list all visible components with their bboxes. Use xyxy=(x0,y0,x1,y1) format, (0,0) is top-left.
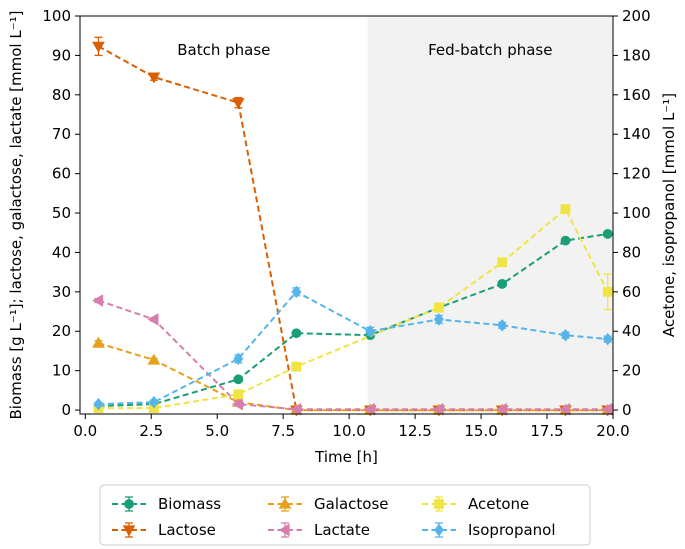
legend-item-biomass: Biomass xyxy=(112,495,221,513)
legend-label-biomass: Biomass xyxy=(158,495,221,513)
legend-marker-isopropanol xyxy=(433,523,445,537)
y-tick-label-right: 140 xyxy=(622,125,651,143)
data-point-lactate xyxy=(601,402,613,416)
series-line-lactate xyxy=(98,299,608,411)
series-line-isopropanol xyxy=(98,290,608,406)
y-axis-label-right: Acetone, isopropanol [mmol L⁻¹] xyxy=(660,93,678,337)
series-line-acetone xyxy=(98,207,609,410)
data-point-acetone xyxy=(560,204,571,214)
data-point-isopropanol xyxy=(602,332,613,346)
x-tick-label: 10.0 xyxy=(332,422,365,440)
y-tick-label-left: 80 xyxy=(52,86,71,104)
x-tick-label: 0.0 xyxy=(73,422,97,440)
y-axis-label-left: Biomass [g L⁻¹]; lactose, galactose, lac… xyxy=(7,10,25,419)
legend-item-lactose: Lactose xyxy=(112,521,216,539)
legend-marker-acetone xyxy=(434,499,444,509)
data-point-biomass xyxy=(233,374,244,385)
data-point-acetone xyxy=(497,257,508,268)
data-point-lactose xyxy=(232,98,245,110)
x-axis-label: Time [h] xyxy=(314,448,378,466)
data-point-biomass xyxy=(291,328,302,339)
x-tick-label: 5.0 xyxy=(205,422,229,440)
legend-item-acetone: Acetone xyxy=(422,495,529,513)
plot-frame xyxy=(79,15,614,415)
y-tick-label-right: 0 xyxy=(622,401,632,419)
series-lactate xyxy=(92,294,613,416)
y-tick-label-left: 30 xyxy=(52,283,71,301)
y-tick-label-right: 160 xyxy=(622,86,651,104)
data-point-lactose xyxy=(92,41,105,53)
data-point-galactose xyxy=(92,336,105,348)
legend-label-lactate: Lactate xyxy=(314,521,370,539)
data-point-lactate xyxy=(363,402,375,416)
y-tick-label-right: 20 xyxy=(622,362,641,380)
phase-label-fed-batch: Fed-batch phase xyxy=(428,41,552,59)
data-point-biomass xyxy=(560,235,571,246)
y-tick-label-left: 100 xyxy=(42,7,71,25)
data-point-lactate xyxy=(559,402,571,416)
legend-marker-lactate xyxy=(278,523,290,537)
legend-item-lactate: Lactate xyxy=(268,521,370,539)
data-point-lactose xyxy=(147,72,161,84)
y-tick-label-left: 90 xyxy=(52,46,71,64)
phase-label-batch: Batch phase xyxy=(177,41,270,59)
data-point-acetone xyxy=(233,389,244,400)
legend xyxy=(99,484,591,546)
y-tick-label-left: 50 xyxy=(52,204,71,222)
data-point-isopropanol xyxy=(365,324,376,338)
data-point-lactate xyxy=(147,313,159,326)
y-tick-label-left: 60 xyxy=(52,165,71,183)
series-isopropanol xyxy=(93,285,613,411)
legend-label-isopropanol: Isopropanol xyxy=(468,521,556,539)
series-acetone xyxy=(93,204,613,413)
y-tick-label-left: 70 xyxy=(52,125,71,143)
legend-marker-biomass xyxy=(124,499,134,509)
legend-item-isopropanol: Isopropanol xyxy=(422,521,556,539)
y-tick-label-right: 180 xyxy=(622,46,651,64)
data-point-lactate xyxy=(231,397,243,411)
x-tick-label: 12.5 xyxy=(398,422,431,440)
data-point-isopropanol xyxy=(497,319,508,332)
data-point-isopropanol xyxy=(560,328,571,342)
data-point-isopropanol xyxy=(148,395,159,409)
legend-marker-lactose xyxy=(122,525,136,537)
data-point-isopropanol xyxy=(291,285,302,299)
data-point-isopropanol xyxy=(93,397,104,411)
data-point-acetone xyxy=(433,302,444,313)
legend-item-galactose: Galactose xyxy=(268,495,389,513)
y-tick-label-left: 20 xyxy=(52,322,71,340)
data-point-isopropanol xyxy=(433,313,444,326)
data-point-acetone xyxy=(602,286,613,297)
series-line-galactose xyxy=(98,342,608,412)
y-tick-label-left: 40 xyxy=(52,243,71,261)
data-point-lactate xyxy=(92,294,104,307)
legend-label-lactose: Lactose xyxy=(158,521,216,539)
y-tick-label-right: 100 xyxy=(622,204,651,222)
data-point-biomass xyxy=(602,229,613,239)
y-tick-label-left: 10 xyxy=(52,362,71,380)
y-tick-label-left: 0 xyxy=(61,401,71,419)
y-tick-label-right: 120 xyxy=(622,165,651,183)
legend-label-acetone: Acetone xyxy=(468,495,529,513)
x-tick-label: 15.0 xyxy=(464,422,497,440)
data-point-acetone xyxy=(291,361,302,372)
x-tick-label: 7.5 xyxy=(271,422,295,440)
y-tick-label-right: 200 xyxy=(622,7,651,25)
data-point-galactose xyxy=(147,353,161,365)
x-tick-label: 20.0 xyxy=(596,422,629,440)
legend-marker-galactose xyxy=(278,497,292,509)
x-tick-label: 17.5 xyxy=(530,422,563,440)
data-point-isopropanol xyxy=(233,352,244,366)
y-tick-label-right: 40 xyxy=(622,322,641,340)
phase-shade-fed-batch xyxy=(367,16,613,414)
legend-label-galactose: Galactose xyxy=(314,495,389,513)
y-tick-label-right: 60 xyxy=(622,283,641,301)
y-tick-label-right: 80 xyxy=(622,243,641,261)
x-tick-label: 2.5 xyxy=(139,422,163,440)
data-point-biomass xyxy=(497,279,508,289)
data-point-lactate xyxy=(495,402,507,416)
data-point-lactate xyxy=(289,402,301,416)
data-point-lactate xyxy=(432,402,444,416)
